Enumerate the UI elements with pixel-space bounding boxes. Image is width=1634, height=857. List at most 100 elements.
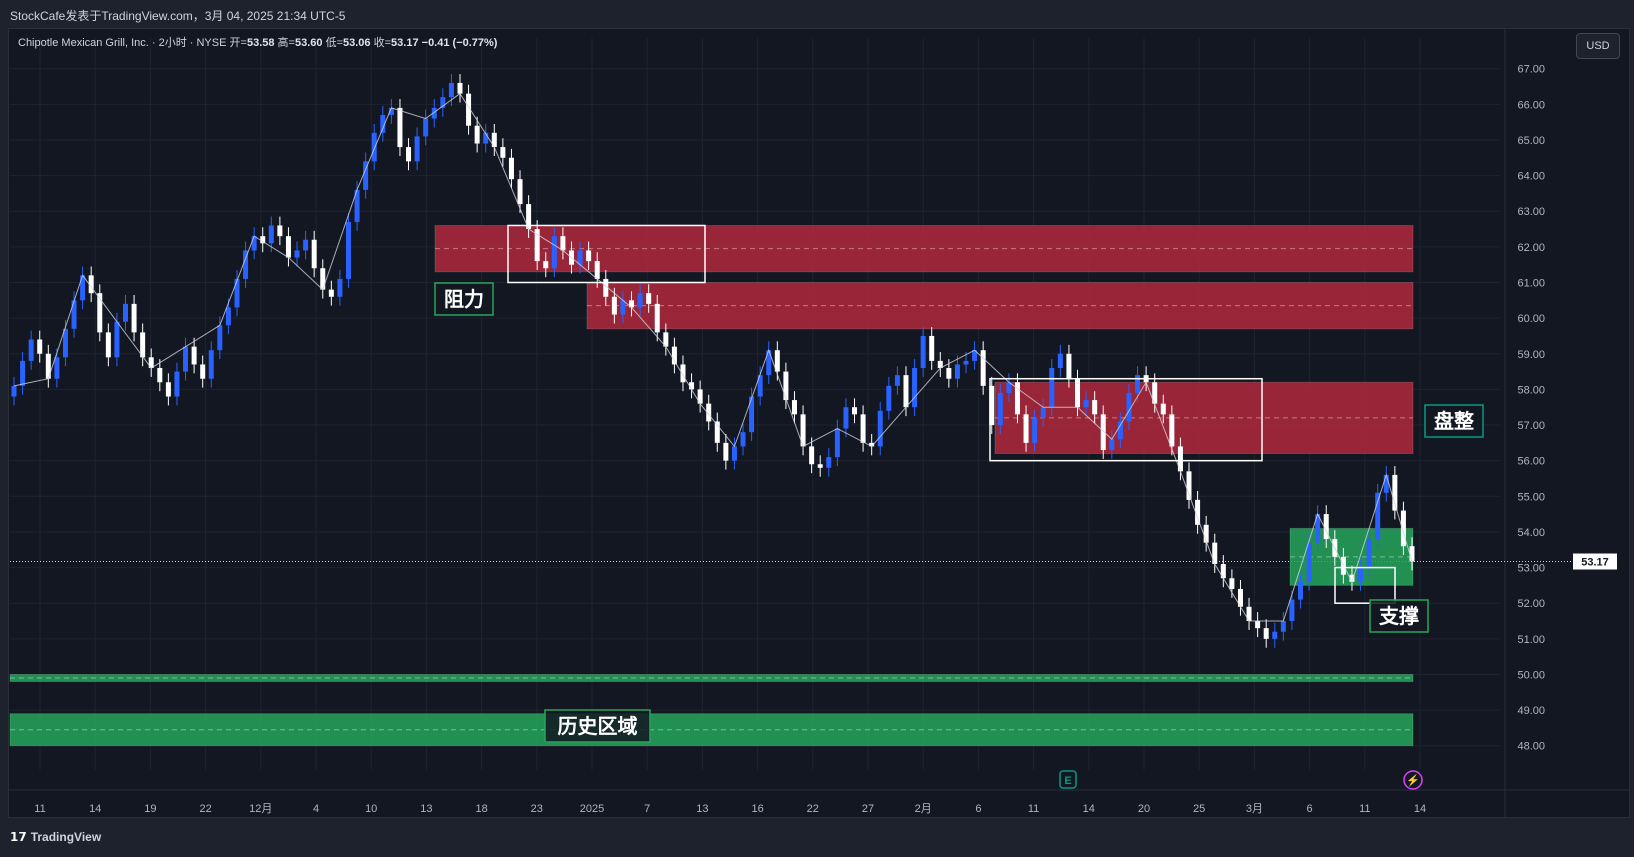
candle-body xyxy=(877,410,883,447)
candle-body xyxy=(560,236,566,251)
candle-body xyxy=(354,189,360,222)
candle-body xyxy=(1263,628,1269,639)
low-value: 53.06 xyxy=(343,37,371,49)
candle-body xyxy=(234,278,240,308)
candle-body xyxy=(183,346,189,372)
candle-body xyxy=(483,132,489,144)
price-tick-label: 51.00 xyxy=(1517,634,1545,646)
candle-body xyxy=(817,464,823,468)
time-tick-label: 6 xyxy=(975,803,981,815)
candle-body xyxy=(148,357,154,369)
time-tick-label: 20 xyxy=(1138,803,1150,815)
candle-body xyxy=(466,93,472,126)
time-tick-label: 18 xyxy=(475,803,487,815)
price-tick-label: 64.00 xyxy=(1517,171,1545,183)
candle-body xyxy=(1066,353,1072,379)
candle-body xyxy=(1117,421,1123,440)
candle-body xyxy=(191,346,197,365)
candle-body xyxy=(826,457,832,468)
time-tick-label: 12月 xyxy=(249,803,272,815)
price-tick-label: 52.00 xyxy=(1517,598,1545,610)
publish-header: StockCafe发表于TradingView.com，3月 04, 2025 … xyxy=(0,0,1634,28)
candle-body xyxy=(500,147,506,158)
candle-body xyxy=(1349,574,1355,582)
candle-body xyxy=(1383,474,1389,493)
price-tick-label: 58.00 xyxy=(1517,384,1545,396)
time-tick-label: 19 xyxy=(144,803,156,815)
candle-body xyxy=(62,328,68,358)
candle-body xyxy=(165,382,171,397)
time-tick-label: 4 xyxy=(313,803,319,815)
candle-body xyxy=(937,360,943,369)
candle-body xyxy=(886,385,892,411)
candle-body xyxy=(852,407,858,415)
time-tick-label: 3月 xyxy=(1246,803,1263,815)
price-tick-label: 67.00 xyxy=(1517,64,1545,76)
candle-body xyxy=(1255,621,1261,629)
price-tick-label: 63.00 xyxy=(1517,206,1545,218)
symbol-legend[interactable]: Chipotle Mexican Grill, Inc. · 2小时 · NYS… xyxy=(18,34,497,50)
historical-zone xyxy=(9,713,1414,747)
brand-name: TradingView xyxy=(30,830,102,844)
candle-body xyxy=(809,446,815,465)
consolidation-box xyxy=(507,224,706,284)
time-tick-label: 14 xyxy=(1083,803,1095,815)
candle-body xyxy=(363,161,369,190)
price-tick-label: 49.00 xyxy=(1517,705,1545,717)
candle-body xyxy=(963,360,969,365)
candle-body xyxy=(740,432,746,447)
tradingview-brand[interactable]: 𝟭𝟳 TradingView xyxy=(10,830,101,844)
candle-body xyxy=(629,300,635,308)
candle-body xyxy=(45,353,51,379)
consolidation-box xyxy=(1334,566,1396,604)
price-tick-label: 60.00 xyxy=(1517,313,1545,325)
time-tick-label: 7 xyxy=(644,803,650,815)
candle-body xyxy=(114,321,120,358)
candle-body xyxy=(397,107,403,148)
time-tick-label: 14 xyxy=(1414,803,1426,815)
candle-body xyxy=(731,446,737,461)
candle-body xyxy=(28,339,34,361)
candle-body xyxy=(766,350,772,376)
last-price-badge xyxy=(1573,553,1617,570)
candle-body xyxy=(388,107,394,116)
candle-body xyxy=(1169,414,1175,447)
candle-body xyxy=(800,414,806,447)
candle-body xyxy=(903,375,909,408)
candle-body xyxy=(337,278,343,297)
candle-body xyxy=(1126,392,1132,422)
candle-body xyxy=(217,325,223,351)
currency-button[interactable]: USD xyxy=(1576,33,1620,59)
candle-body xyxy=(594,261,600,279)
candle-body xyxy=(680,364,686,383)
time-tick-label: 13 xyxy=(420,803,432,815)
candle-body xyxy=(1203,524,1209,543)
candle-body xyxy=(972,350,978,361)
change-value: −0.41 (−0.77%) xyxy=(421,37,498,49)
candle-body xyxy=(989,385,995,426)
earnings-marker-label: E xyxy=(1064,775,1071,787)
candle-body xyxy=(1023,414,1029,443)
candle-body xyxy=(491,132,497,148)
candle-body xyxy=(174,371,180,397)
candle-body xyxy=(517,179,523,205)
candle-body xyxy=(20,360,26,386)
candle-body xyxy=(663,332,669,347)
candle-body xyxy=(294,250,300,258)
candle-body xyxy=(157,368,163,383)
candle-body xyxy=(843,407,849,429)
resistance-zone xyxy=(586,281,1414,330)
candle-body xyxy=(345,221,351,279)
candle-body xyxy=(1092,400,1098,415)
resistance-zone xyxy=(434,224,1414,273)
candle-body xyxy=(1229,578,1235,589)
price-tick-label: 61.00 xyxy=(1517,277,1545,289)
time-tick-label: 11 xyxy=(34,803,45,815)
candle-body xyxy=(406,147,412,162)
candle-body xyxy=(671,346,677,365)
dividend-marker-label: ⚡ xyxy=(1406,774,1420,787)
price-tick-label: 59.00 xyxy=(1517,349,1545,361)
candle-body xyxy=(980,350,986,386)
zones-layer xyxy=(9,224,1414,747)
